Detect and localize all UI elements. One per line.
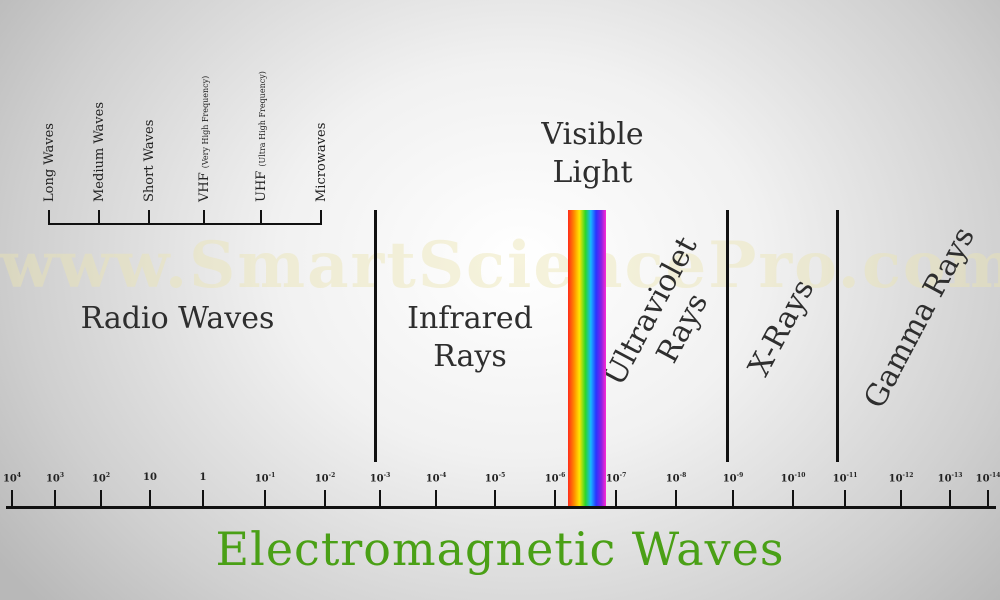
- infrared-label-line1: Infrared: [407, 301, 533, 336]
- axis-tick: [202, 490, 204, 507]
- axis-tick-label: 10-1: [254, 472, 276, 485]
- axis-tick: [324, 490, 326, 507]
- axis-tick: [732, 490, 734, 507]
- axis-tick-label: 1: [199, 472, 207, 483]
- axis-tick-label: 10-8: [665, 472, 687, 485]
- axis-tick: [435, 490, 437, 507]
- radio-subtype-tick: [98, 210, 100, 224]
- axis-tick-label: 10-12: [888, 472, 914, 485]
- axis-tick: [264, 490, 266, 507]
- axis-tick-label: 10-10: [780, 472, 806, 485]
- axis-tick-label: 10-14: [975, 472, 1000, 485]
- radio-waves-label: Radio Waves: [80, 301, 275, 336]
- boundary-xray-gamma: [836, 210, 839, 462]
- axis-tick-label: 103: [45, 472, 65, 485]
- axis-tick: [615, 490, 617, 507]
- radio-subtype-short-waves: Short Waves: [142, 119, 157, 202]
- boundary-ultraviolet-xray: [726, 210, 729, 462]
- visible-light-label-line1: Visible: [541, 117, 644, 152]
- diagram-title: Electromagnetic Waves: [215, 522, 785, 576]
- axis-tick: [900, 490, 902, 507]
- radio-subtype-long-waves: Long Waves: [42, 123, 57, 202]
- radio-subtype-tick: [148, 210, 150, 224]
- axis-tick: [844, 490, 846, 507]
- radio-subtype-microwaves: Microwaves: [314, 122, 329, 202]
- boundary-radio-infrared: [374, 210, 377, 462]
- radio-subtype-tick: [48, 210, 50, 224]
- wavelength-axis: [6, 506, 996, 509]
- axis-tick-label: 10: [143, 472, 157, 483]
- axis-tick-label: 10-7: [605, 472, 627, 485]
- axis-tick-label: 102: [91, 472, 111, 485]
- radio-subtype-uhf: UHF(Ultra High Frequency): [254, 71, 269, 202]
- axis-tick: [379, 490, 381, 507]
- axis-tick: [792, 490, 794, 507]
- axis-tick: [54, 490, 56, 507]
- axis-tick-label: 10-2: [314, 472, 336, 485]
- axis-tick-label: 10-13: [937, 472, 963, 485]
- radio-subtype-bracket: [48, 223, 322, 225]
- axis-tick-label: 10-9: [722, 472, 744, 485]
- axis-tick: [11, 490, 13, 507]
- radio-subtype-medium-waves: Medium Waves: [92, 101, 107, 202]
- axis-tick-label: 10-3: [369, 472, 391, 485]
- axis-tick-label: 10-6: [544, 472, 566, 485]
- axis-tick: [554, 490, 556, 507]
- infrared-label: Infrared Rays: [390, 300, 550, 376]
- axis-tick: [494, 490, 496, 507]
- visible-light-label: Visible Light: [515, 116, 670, 192]
- visible-light-label-line2: Light: [552, 155, 633, 190]
- axis-tick-label: 10-11: [832, 472, 858, 485]
- radio-subtype-tick: [260, 210, 262, 224]
- axis-tick-label: 10-4: [425, 472, 447, 485]
- axis-tick: [100, 490, 102, 507]
- axis-tick: [675, 490, 677, 507]
- radio-subtype-tick: [320, 210, 322, 224]
- infrared-label-line2: Rays: [433, 339, 507, 374]
- axis-tick: [949, 490, 951, 507]
- axis-tick-label: 10-5: [484, 472, 506, 485]
- axis-tick: [149, 490, 151, 507]
- axis-tick: [987, 490, 989, 507]
- axis-tick-label: 104: [2, 472, 22, 485]
- watermark-text: www.SmartSciencePro.com: [0, 228, 1000, 303]
- visible-spectrum-band: [568, 210, 606, 507]
- radio-subtype-tick: [203, 210, 205, 224]
- radio-subtype-vhf: VHF(Very High Frequency): [197, 75, 212, 202]
